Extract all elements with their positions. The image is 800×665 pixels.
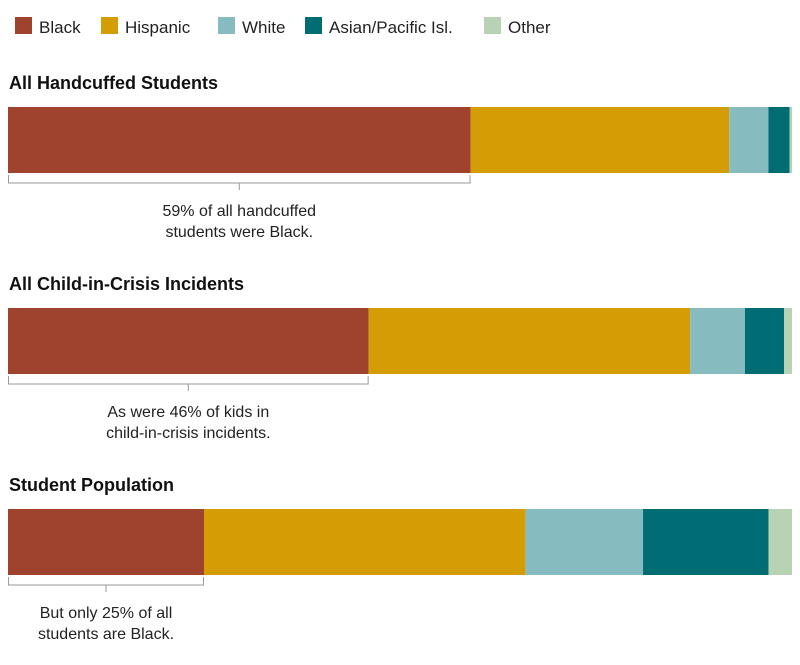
chart-groups: All Handcuffed Students 59% of all handcu…	[8, 73, 792, 643]
bar-segment-other	[789, 107, 792, 173]
bar-segment-white	[729, 107, 769, 173]
group-title: Student Population	[9, 475, 174, 495]
annotation-line: But only 25% of all	[40, 605, 173, 622]
annotation-text: As were 46% of kids in child-in-crisis in…	[106, 404, 271, 442]
bar-segment-white	[690, 308, 745, 374]
legend-swatch-black	[15, 17, 32, 34]
bar-segment-black	[8, 509, 204, 575]
legend-label-white: White	[242, 18, 285, 37]
legend-label-black: Black	[39, 18, 81, 37]
annotation-line: students were Black.	[165, 224, 313, 241]
group-all-handcuffed-students: All Handcuffed Students 59% of all handcu…	[8, 73, 792, 241]
bar-segment-asian-pacific-isl	[768, 107, 790, 173]
annotation-line: child-in-crisis incidents.	[106, 425, 271, 442]
legend-swatch-other	[484, 17, 501, 34]
bar-segment-white	[525, 509, 644, 575]
annotation-text: 59% of all handcuffed students were Black…	[162, 203, 316, 241]
legend-label-hispanic: Hispanic	[125, 18, 191, 37]
legend-swatch-asian-pacific-isl	[305, 17, 322, 34]
group-title: All Child-in-Crisis Incidents	[9, 274, 244, 294]
bar-segment-hispanic	[204, 509, 526, 575]
bar-segment-hispanic	[470, 107, 730, 173]
legend-swatch-white	[218, 17, 235, 34]
legend: Black Hispanic White Asian/Pacific Isl. Othe…	[15, 17, 551, 37]
annotation-line: students are Black.	[38, 626, 174, 643]
group-all-child-in-crisis-incidents: All Child-in-Crisis Incidents As were 46%…	[8, 274, 792, 442]
bar-segment-asian-pacific-isl	[643, 509, 769, 575]
legend-label-asian-pacific-isl: Asian/Pacific Isl.	[329, 18, 453, 37]
legend-label-other: Other	[508, 18, 551, 37]
group-title: All Handcuffed Students	[9, 73, 218, 93]
annotation-bracket	[8, 577, 204, 592]
annotation-text: But only 25% of all students are Black.	[38, 605, 174, 643]
legend-swatch-hispanic	[101, 17, 118, 34]
annotation-line: 59% of all handcuffed	[162, 203, 316, 220]
annotation-bracket	[8, 175, 471, 190]
bar-segment-asian-pacific-isl	[744, 308, 785, 374]
bar-segment-other	[784, 308, 792, 374]
group-student-population: Student Population But only 25% of all stu…	[8, 475, 792, 643]
bar-segment-black	[8, 107, 471, 173]
annotation-bracket	[8, 376, 369, 391]
bar-segment-hispanic	[368, 308, 691, 374]
bar-segment-other	[768, 509, 792, 575]
annotation-line: As were 46% of kids in	[107, 404, 269, 421]
bar-segment-black	[8, 308, 369, 374]
